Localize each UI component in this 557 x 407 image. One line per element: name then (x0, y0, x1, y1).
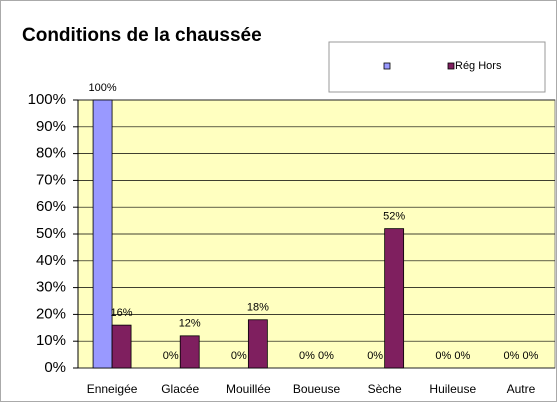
x-tick-label: Enneigée (87, 382, 138, 396)
bar (384, 228, 405, 369)
y-tick-label: 10% (36, 332, 66, 349)
x-tick-label: Glacée (161, 382, 199, 396)
legend (328, 41, 546, 93)
legend-swatch (447, 62, 455, 70)
x-tick-label: Autre (507, 382, 536, 396)
x-tick-label: Boueuse (293, 382, 341, 396)
data-label: 0% (503, 350, 519, 362)
bar (111, 324, 132, 369)
data-label: 0% (454, 350, 470, 362)
y-tick-label: 50% (36, 225, 66, 242)
data-label: 12% (179, 318, 201, 330)
y-tick-label: 20% (36, 305, 66, 322)
x-tick-label: Huileuse (429, 382, 476, 396)
bar (179, 335, 200, 369)
y-tick-label: 80% (36, 145, 66, 162)
y-tick-label: 100% (28, 91, 66, 108)
chart-title: Conditions de la chaussée (22, 25, 262, 46)
y-tick-label: 60% (36, 198, 66, 215)
data-label: 18% (247, 302, 269, 314)
data-label: 0% (163, 350, 179, 362)
x-tick-label: Mouillée (226, 382, 271, 396)
y-tick-label: 30% (36, 279, 66, 296)
data-label: 16% (111, 307, 133, 319)
bar (247, 319, 268, 369)
legend-swatch (383, 62, 391, 70)
legend-label: Rég Hors (455, 60, 502, 72)
data-label: 0% (231, 350, 247, 362)
data-label: 0% (435, 350, 451, 362)
data-label: 0% (299, 350, 315, 362)
x-tick-label: Sèche (368, 382, 402, 396)
y-tick-label: 40% (36, 252, 66, 269)
data-label: 0% (318, 350, 334, 362)
data-label: 52% (383, 211, 405, 223)
data-label: 100% (89, 82, 117, 94)
bar (92, 99, 113, 369)
y-tick-label: 70% (36, 171, 66, 188)
data-label: 0% (522, 350, 538, 362)
y-tick-label: 90% (36, 118, 66, 135)
y-tick-label: 0% (44, 359, 66, 376)
data-label: 0% (367, 350, 383, 362)
